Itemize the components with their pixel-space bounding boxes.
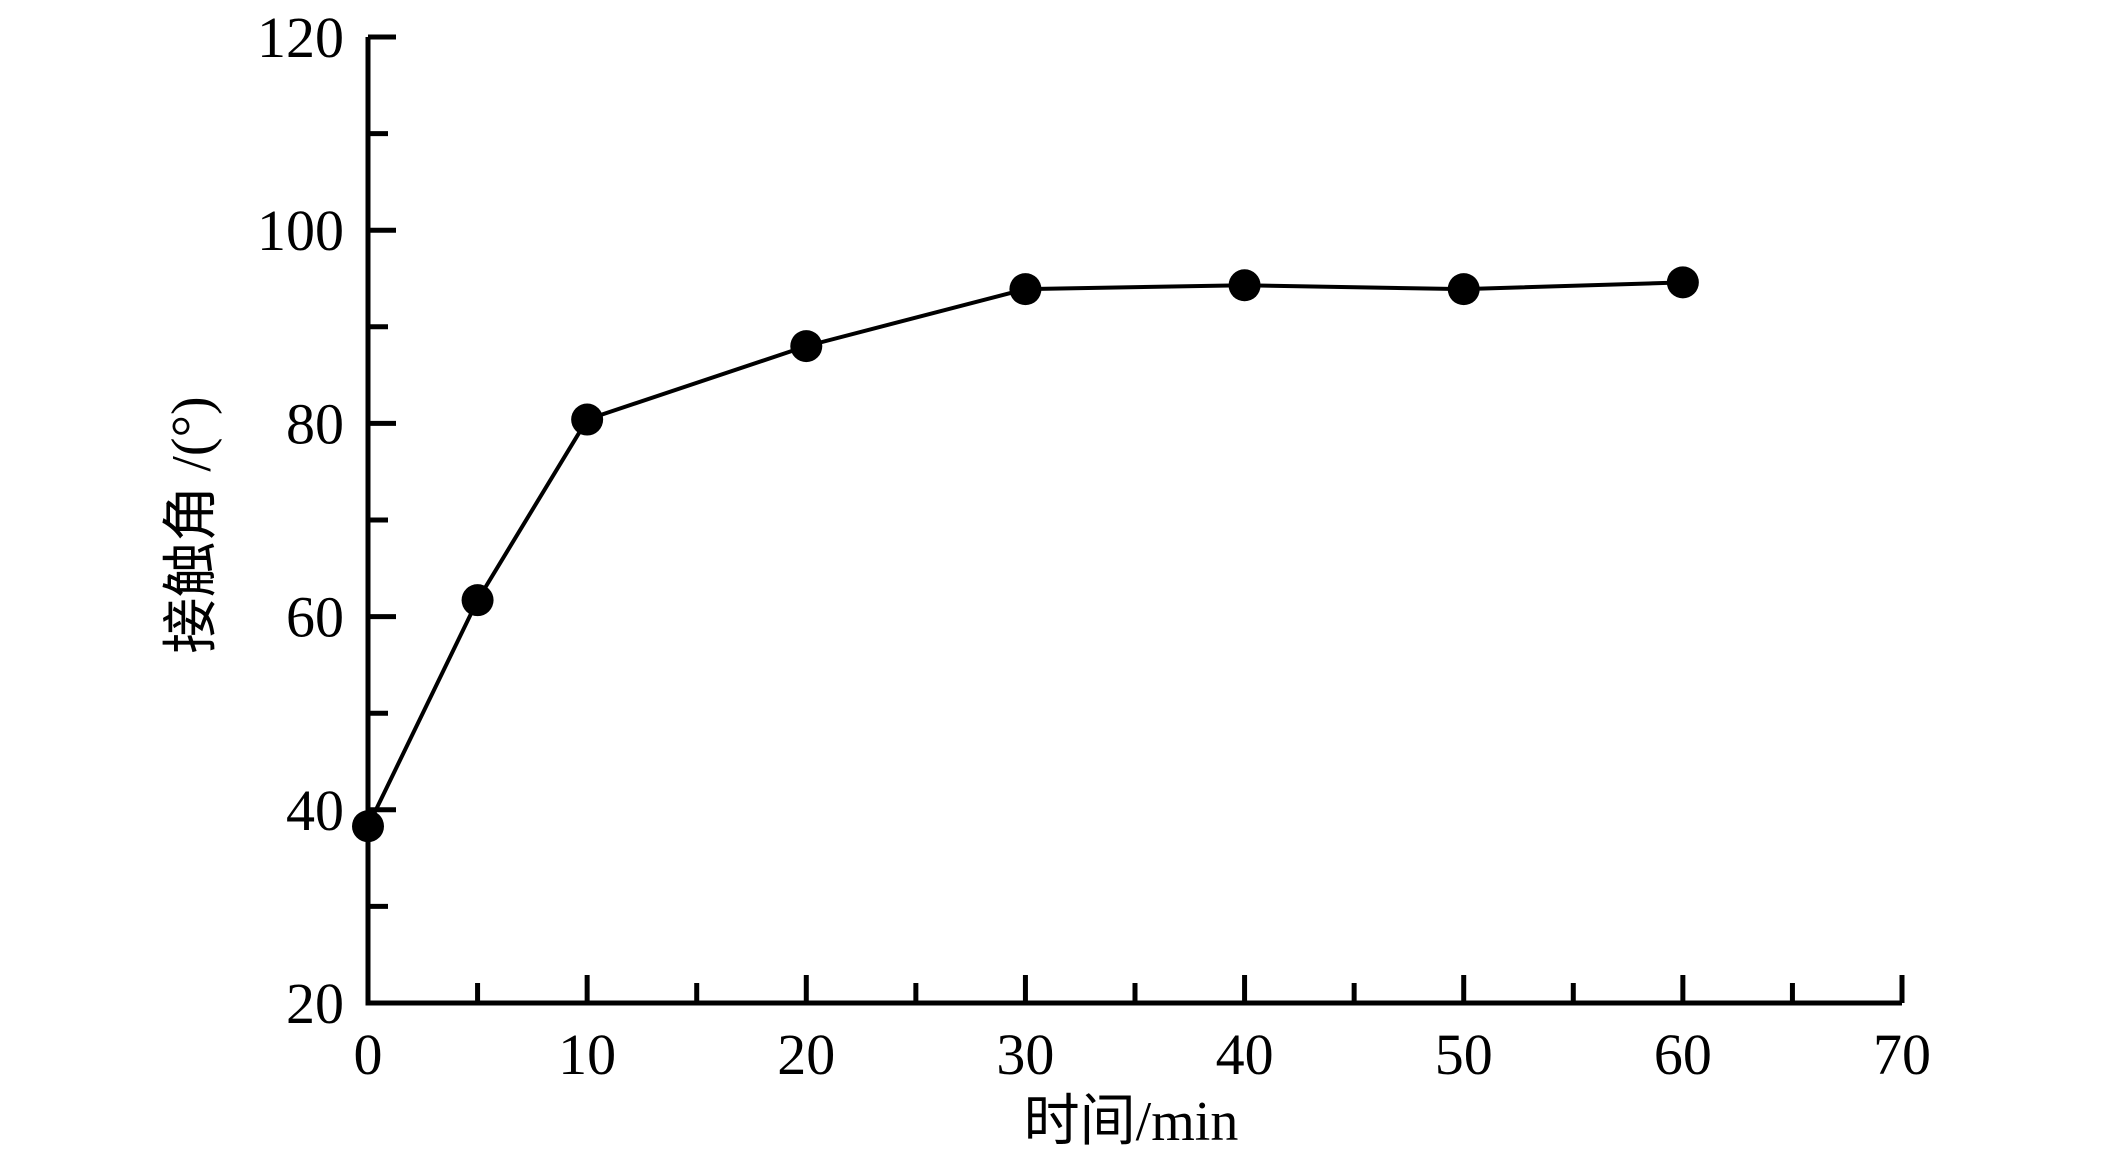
y-tick-label: 60 <box>286 585 344 650</box>
data-line <box>366 280 1683 828</box>
y-tick-label: 100 <box>257 198 344 263</box>
axis-tick-labels: 20 40 60 80 100 120 0 10 20 30 40 50 60 70 <box>257 5 1931 1087</box>
data-point-marker <box>1447 273 1480 306</box>
x-tick-label: 40 <box>1216 1022 1274 1087</box>
data-point-marker <box>1666 266 1699 299</box>
y-tick-label: 20 <box>286 971 344 1036</box>
x-tick-label: 50 <box>1435 1022 1493 1087</box>
data-point-marker <box>1228 269 1261 302</box>
data-point-marker <box>461 584 494 617</box>
x-tick-label: 20 <box>777 1022 835 1087</box>
data-point-marker <box>571 403 604 436</box>
y-axis-title: 接触角 /(°) <box>161 396 223 653</box>
x-tick-label: 10 <box>558 1022 616 1087</box>
y-tick-label: 80 <box>286 391 344 456</box>
data-point-marker <box>352 810 384 843</box>
axes <box>365 37 1902 1006</box>
axis-ticks <box>365 34 1905 1006</box>
y-tick-label: 40 <box>286 778 344 843</box>
data-point-marker <box>1009 273 1042 306</box>
x-tick-label: 30 <box>996 1022 1054 1087</box>
axis-spines <box>365 37 1902 1006</box>
x-tick-label: 0 <box>354 1022 383 1087</box>
data-point-marker <box>790 330 823 363</box>
x-axis-title: 时间/min <box>1024 1091 1239 1153</box>
y-tick-label: 120 <box>257 5 344 70</box>
x-tick-label: 60 <box>1654 1022 1712 1087</box>
x-tick-label: 70 <box>1873 1022 1931 1087</box>
data-series <box>352 266 1699 843</box>
